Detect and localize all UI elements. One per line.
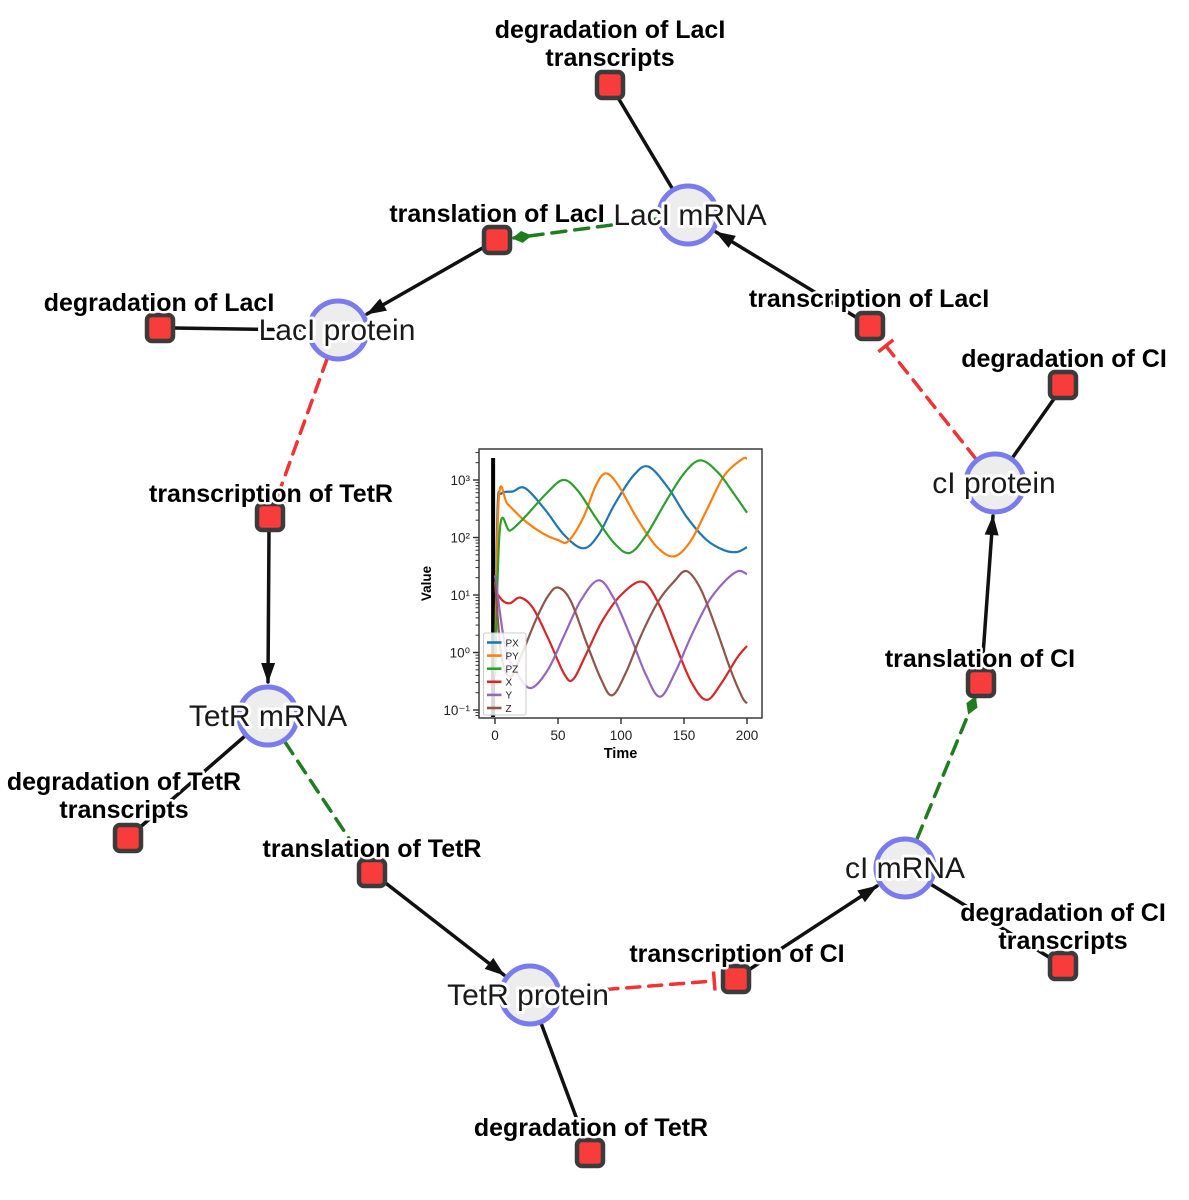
reaction-node-degradation-of-laci[interactable] bbox=[144, 312, 176, 344]
reaction-label: degradation of TetR bbox=[7, 768, 241, 796]
y-tick-label: 10¹ bbox=[450, 588, 470, 603]
y-axis-title: Value bbox=[419, 565, 434, 601]
inset-timecourse-plot: 10⁻¹ 10⁰ 10¹ 10² 10³ 0 50 100 150 200 Time Value PX P… bbox=[419, 448, 763, 762]
legend-label-PZ: PZ bbox=[506, 665, 519, 676]
species-label: TetR protein bbox=[447, 979, 609, 1012]
x-axis-title: Time bbox=[604, 746, 638, 762]
edge-transcription-of-tetr-to-tetr-mrna bbox=[261, 529, 276, 684]
reaction-label: degradation of TetR bbox=[474, 1114, 708, 1142]
legend-label-X: X bbox=[506, 678, 513, 689]
reaction-label: degradation of LacI bbox=[495, 16, 726, 44]
edge-ci-mrna-to-degradation-of-ci-transcripts bbox=[930, 883, 1054, 961]
reaction-node-translation-of-ci[interactable] bbox=[965, 667, 997, 699]
legend-label-PX: PX bbox=[506, 638, 520, 649]
x-tick-label: 100 bbox=[610, 728, 633, 743]
y-tick-label: 10³ bbox=[450, 473, 470, 488]
species-node-laci-mrna[interactable] bbox=[656, 183, 720, 247]
edge-laci-mrna-to-degradation-of-laci-transcripts bbox=[615, 94, 674, 190]
chart-series-PY bbox=[493, 456, 748, 676]
species-node-laci-protein[interactable] bbox=[306, 298, 370, 362]
chart-series-PX bbox=[493, 465, 748, 676]
edge-translation-of-laci-to-laci-protein bbox=[365, 244, 488, 316]
species-node-tetr-protein[interactable] bbox=[498, 963, 562, 1027]
species-node-tetr-mrna[interactable] bbox=[236, 684, 300, 748]
reaction-label: transcription of CI bbox=[629, 940, 844, 968]
reaction-label: transcription of LacI bbox=[749, 285, 989, 313]
edge-translation-of-tetr-to-tetr-protein bbox=[381, 879, 506, 977]
edge-tetr-mrna-to-degradation-of-tetr-transcripts bbox=[136, 734, 247, 831]
x-tick-label: 50 bbox=[550, 728, 565, 743]
reaction-label: degradation of CI bbox=[960, 899, 1166, 927]
species-label: cI protein bbox=[932, 467, 1055, 500]
species-node-ci-mrna[interactable] bbox=[873, 836, 937, 900]
reaction-node-degradation-of-ci-transcripts[interactable] bbox=[1047, 950, 1079, 982]
legend-label-Y: Y bbox=[506, 691, 513, 702]
edge-ci-protein-inhibits-transcription-of-laci bbox=[877, 338, 978, 461]
reaction-node-degradation-of-tetr-transcripts[interactable] bbox=[112, 822, 144, 854]
reaction-node-transcription-of-ci[interactable] bbox=[720, 963, 752, 995]
reaction-node-translation-of-laci[interactable] bbox=[481, 224, 513, 256]
edge-laci-protein-to-degradation-of-laci bbox=[172, 326, 309, 332]
reaction-node-degradation-of-ci[interactable] bbox=[1047, 369, 1079, 401]
chart-series-X bbox=[494, 580, 748, 702]
x-tick-label: 200 bbox=[736, 728, 759, 743]
reaction-label: transcripts bbox=[998, 927, 1127, 955]
reaction-label: transcripts bbox=[59, 796, 188, 824]
edge-translation-of-ci-to-ci-protein bbox=[980, 514, 999, 671]
edge-ci-mrna-modifies-translation-of-ci bbox=[915, 696, 978, 841]
reaction-label: transcripts bbox=[545, 44, 674, 72]
legend-label-Z: Z bbox=[506, 704, 512, 715]
reaction-node-translation-of-tetr[interactable] bbox=[356, 857, 388, 889]
edge-transcription-of-ci-to-ci-mrna bbox=[745, 884, 879, 973]
y-tick-label: 10⁰ bbox=[450, 646, 471, 661]
reaction-node-degradation-of-tetr[interactable] bbox=[574, 1137, 606, 1169]
species-label: LacI mRNA bbox=[613, 199, 766, 232]
x-tick-label: 150 bbox=[673, 728, 696, 743]
reaction-node-transcription-of-laci[interactable] bbox=[854, 310, 886, 342]
reaction-node-degradation-of-laci-transcripts[interactable] bbox=[594, 69, 626, 101]
reaction-label: translation of TetR bbox=[263, 835, 482, 863]
edge-tetr-protein-inhibits-transcription-of-ci bbox=[559, 971, 717, 995]
reaction-node-transcription-of-tetr[interactable] bbox=[254, 501, 286, 533]
y-tick-label: 10² bbox=[450, 531, 470, 546]
edge-laci-protein-inhibits-transcription-of-tetr bbox=[267, 357, 329, 504]
edge-ci-protein-to-degradation-of-ci bbox=[1011, 394, 1058, 459]
reaction-label: translation of CI bbox=[885, 645, 1075, 673]
edge-tetr-mrna-modifies-translation-of-tetr bbox=[283, 740, 364, 860]
x-tick-label: 0 bbox=[491, 728, 499, 743]
reaction-label: degradation of LacI bbox=[44, 289, 275, 317]
reaction-label: translation of LacI bbox=[389, 200, 604, 228]
chart-series-PZ bbox=[493, 459, 748, 676]
reaction-label: transcription of TetR bbox=[149, 480, 393, 508]
legend-label-PY: PY bbox=[506, 651, 520, 662]
edge-laci-mrna-modifies-translation-of-laci bbox=[512, 217, 659, 243]
reaction-label: degradation of CI bbox=[961, 345, 1167, 373]
edge-tetr-protein-to-degradation-of-tetr bbox=[539, 1021, 587, 1143]
chart-series-Y bbox=[493, 569, 748, 698]
species-label: LacI protein bbox=[259, 314, 416, 347]
species-node-ci-protein[interactable] bbox=[963, 451, 1027, 515]
edge-transcription-of-laci-to-laci-mrna bbox=[714, 230, 861, 321]
species-label: TetR mRNA bbox=[189, 700, 347, 733]
species-label: cI mRNA bbox=[845, 852, 965, 885]
y-tick-label: 10⁻¹ bbox=[443, 703, 470, 718]
